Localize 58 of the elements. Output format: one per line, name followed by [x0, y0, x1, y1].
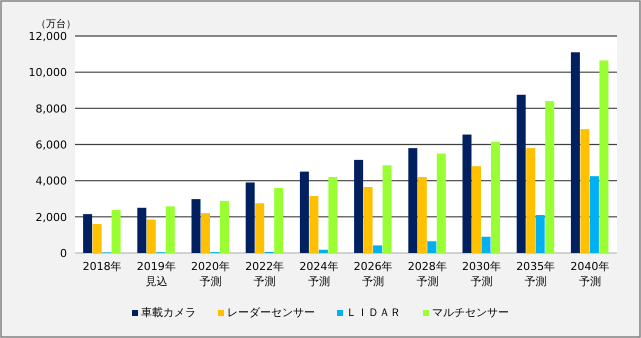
x-tick-label: 2040年予測	[569, 259, 610, 289]
legend-label: マルチセンサー	[432, 306, 509, 319]
x-tick-label: 2030年予測	[461, 259, 502, 289]
x-tick-label: 2035年予測	[515, 259, 556, 289]
y-tick-label: 6,000	[36, 138, 67, 152]
x-tick-label: 2020年予測	[190, 259, 231, 289]
bar	[274, 188, 284, 253]
bar	[472, 166, 481, 253]
y-tick-label: 8,000	[36, 102, 67, 116]
y-tick-label: 12,000	[28, 30, 67, 43]
bar	[83, 214, 92, 253]
bar	[146, 220, 156, 253]
bar	[201, 213, 210, 253]
bar	[92, 224, 102, 253]
y-tick-label: 4,000	[36, 174, 67, 188]
bar	[220, 200, 229, 253]
bar	[373, 245, 382, 253]
bar	[580, 129, 590, 253]
bar	[166, 206, 175, 253]
y-axis-title: （万台）	[36, 18, 76, 30]
bar	[246, 182, 255, 253]
bar	[255, 203, 264, 253]
bar	[318, 250, 328, 253]
legend-label: レーダーセンサー	[227, 306, 315, 319]
bar	[137, 208, 146, 253]
bar	[570, 52, 580, 253]
bar	[427, 241, 436, 253]
bar	[599, 60, 608, 253]
x-tick-label: 2026年予測	[352, 259, 394, 289]
x-tick-label: 2022年予測	[244, 259, 286, 289]
bar	[192, 199, 200, 253]
bar	[482, 236, 490, 253]
bar	[382, 165, 392, 253]
bar	[408, 148, 418, 253]
bar	[491, 142, 500, 253]
bar	[364, 186, 373, 253]
y-tick-label: 0	[60, 247, 67, 260]
x-tick-label: 2024年予測	[298, 259, 340, 289]
bar	[516, 94, 526, 253]
y-tick-label: 10,000	[28, 66, 67, 80]
bar	[300, 172, 309, 253]
bar	[590, 176, 599, 253]
bar	[112, 210, 121, 253]
legend-label: 車載カメラ	[141, 306, 196, 319]
y-tick-label: 2,000	[36, 210, 67, 224]
bar	[536, 215, 545, 253]
bar	[462, 134, 472, 253]
bar	[328, 177, 338, 253]
legend-label: ＬＩＤＡＲ	[346, 306, 401, 319]
bar	[418, 177, 427, 253]
x-tick-label: 2028年予測	[406, 259, 448, 289]
x-tick-label: 2019年見込	[136, 259, 177, 289]
bar	[526, 148, 536, 253]
bar	[545, 101, 554, 253]
x-tick-label: 2018年	[82, 259, 123, 274]
bar	[354, 160, 364, 253]
bar	[436, 154, 446, 253]
bar	[309, 196, 318, 253]
